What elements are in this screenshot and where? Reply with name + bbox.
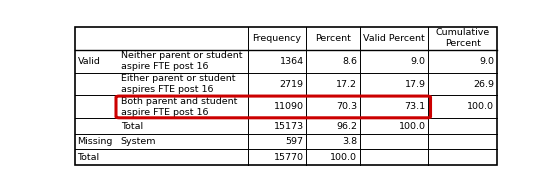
Text: 100.0: 100.0 <box>399 122 426 131</box>
Text: Percent: Percent <box>315 34 351 43</box>
Text: 8.6: 8.6 <box>342 57 357 66</box>
Text: 15173: 15173 <box>273 122 304 131</box>
Text: 15770: 15770 <box>274 153 304 162</box>
Text: 9.0: 9.0 <box>479 57 494 66</box>
Text: 26.9: 26.9 <box>473 79 494 89</box>
Text: Valid: Valid <box>78 57 100 66</box>
Text: 3.8: 3.8 <box>342 137 357 146</box>
Text: Cumulative
Percent: Cumulative Percent <box>436 28 490 48</box>
Text: 17.9: 17.9 <box>405 79 426 89</box>
Text: Frequency: Frequency <box>253 34 301 43</box>
Text: 597: 597 <box>286 137 304 146</box>
Text: 1364: 1364 <box>280 57 304 66</box>
Text: 9.0: 9.0 <box>411 57 426 66</box>
Text: 17.2: 17.2 <box>336 79 357 89</box>
Text: Valid Percent: Valid Percent <box>363 34 425 43</box>
Text: 70.3: 70.3 <box>336 103 357 111</box>
Text: 11090: 11090 <box>274 103 304 111</box>
Text: 100.0: 100.0 <box>330 153 357 162</box>
Text: System: System <box>121 137 156 146</box>
Text: Both parent and student
aspire FTE post 16: Both parent and student aspire FTE post … <box>121 97 237 117</box>
Text: 96.2: 96.2 <box>336 122 357 131</box>
Text: 2719: 2719 <box>280 79 304 89</box>
Text: Total: Total <box>78 153 100 162</box>
Text: Missing: Missing <box>78 137 113 146</box>
Text: Either parent or student
aspires FTE post 16: Either parent or student aspires FTE pos… <box>121 74 235 94</box>
Text: Total: Total <box>121 122 143 131</box>
Text: Neither parent or student
aspire FTE post 16: Neither parent or student aspire FTE pos… <box>121 51 242 71</box>
Text: 100.0: 100.0 <box>468 103 494 111</box>
Text: 73.1: 73.1 <box>405 103 426 111</box>
